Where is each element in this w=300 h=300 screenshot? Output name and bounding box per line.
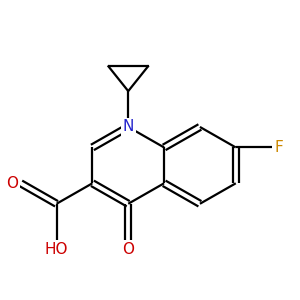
Text: F: F	[274, 140, 283, 155]
Text: O: O	[122, 242, 134, 257]
Text: O: O	[6, 176, 18, 191]
Text: HO: HO	[45, 242, 68, 257]
Text: N: N	[122, 119, 134, 134]
